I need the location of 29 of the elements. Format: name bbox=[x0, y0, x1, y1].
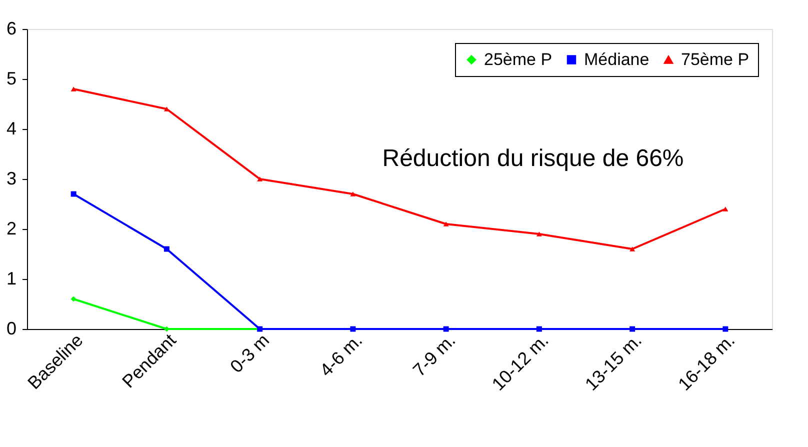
point bbox=[536, 326, 542, 332]
point bbox=[70, 296, 76, 302]
x-tick-label: 0-3 m bbox=[226, 330, 274, 377]
point bbox=[350, 326, 356, 332]
y-tick-label: 3 bbox=[6, 168, 16, 188]
legend-label: Médiane bbox=[584, 50, 650, 69]
point bbox=[70, 86, 76, 92]
point bbox=[443, 222, 449, 226]
y-tick-label: 6 bbox=[6, 18, 16, 38]
legend-label: 25ème P bbox=[484, 50, 552, 69]
legend-label: 75ème P bbox=[681, 50, 750, 69]
y-tick-label: 4 bbox=[6, 118, 16, 138]
point bbox=[443, 326, 449, 332]
point bbox=[722, 326, 728, 332]
point bbox=[70, 191, 76, 197]
y-tick-label: 5 bbox=[6, 68, 16, 88]
annotation: Réduction du risque de 66% bbox=[382, 145, 684, 172]
point bbox=[630, 246, 636, 252]
point bbox=[350, 192, 356, 196]
y-tick-label: 1 bbox=[6, 268, 16, 288]
point bbox=[164, 246, 170, 252]
point bbox=[722, 206, 728, 212]
point bbox=[536, 232, 542, 236]
y-tick-label: 0 bbox=[6, 318, 16, 338]
x-tick-label: 7-9 m. bbox=[409, 330, 460, 380]
point bbox=[257, 176, 263, 182]
y-tick-label: 2 bbox=[6, 218, 16, 238]
point bbox=[630, 326, 636, 332]
x-tick-label: 4-6 m. bbox=[316, 330, 366, 380]
